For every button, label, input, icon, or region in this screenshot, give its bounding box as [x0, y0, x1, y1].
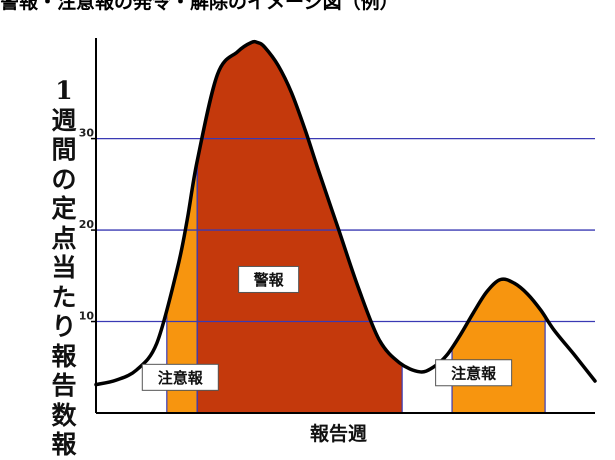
label-box-0 [141, 363, 219, 391]
alert-regions [166, 41, 546, 413]
region-0 [166, 41, 198, 413]
region-1 [197, 41, 403, 413]
y-tick-label: 10 [79, 310, 95, 323]
y-ticks: 10 20 30 [79, 127, 96, 323]
page-caption: 警報・注意報の発令・解除のイメージ図（例） [0, 0, 399, 13]
region-2 [452, 41, 546, 413]
gridlines [96, 137, 595, 323]
label-box-1 [238, 265, 300, 293]
report-curve [94, 39, 597, 387]
label-box-text-0: 注意報 [158, 369, 204, 387]
y-axis-label-char: 告 [51, 371, 77, 400]
y-tick-label: 30 [79, 127, 95, 140]
y-axis-label-char: 報 [51, 430, 77, 459]
label-box-text-2: 注意報 [451, 364, 497, 382]
x-axis-label: 報告週 [310, 423, 368, 445]
y-axis-label-char: り [51, 312, 77, 341]
y-axis-label-char: た [51, 282, 77, 312]
y-axis-label-char: 週 [51, 105, 77, 135]
label-box-2 [435, 359, 513, 387]
y-tick-label: 20 [79, 218, 95, 231]
y-axis-label-char: 定 [51, 194, 77, 223]
y-axis-label-char: 点 [51, 223, 77, 253]
y-axis-label-char: 間 [51, 135, 77, 164]
y-axis-label-char: 報 [51, 341, 77, 371]
y-axis-label-char: 当 [51, 253, 77, 282]
y-axis-label-char: 1 [55, 76, 73, 105]
y-axis-label-char: の [51, 164, 77, 194]
y-axis-label-char: 数 [51, 400, 77, 430]
label-box-text-1: 警報 [253, 271, 285, 289]
